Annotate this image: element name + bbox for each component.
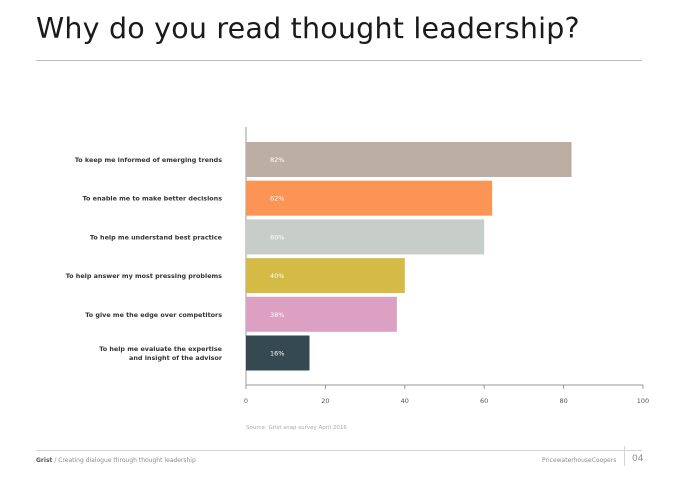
footer-tagline: / Creating dialogue through thought lead…	[54, 457, 196, 464]
footer-left: Grist / Creating dialogue through though…	[36, 457, 196, 464]
bar-value-label: 60%	[270, 233, 284, 241]
title-divider	[36, 60, 642, 61]
category-label: To give me the edge over competitors	[85, 311, 222, 319]
x-tick-label: 20	[321, 397, 329, 405]
chart-source: Source: Grist snap survey April 2016	[246, 425, 347, 431]
bar	[246, 219, 485, 255]
bar	[246, 142, 572, 177]
category-label: To keep me informed of emerging trends	[75, 156, 222, 164]
category-label: To help me evaluate the expertise	[99, 345, 222, 353]
x-tick-label: 60	[480, 397, 488, 405]
bar-value-label: 62%	[270, 195, 284, 203]
bar-value-label: 40%	[270, 272, 284, 280]
page-number-divider	[624, 446, 625, 466]
category-label: To help me understand best practice	[90, 233, 223, 241]
page-title: Why do you read thought leadership?	[36, 12, 580, 45]
bar	[246, 180, 493, 216]
x-tick-label: 40	[401, 397, 409, 405]
bar	[246, 258, 405, 294]
bar-value-label: 16%	[270, 350, 284, 358]
bar	[246, 296, 397, 332]
footer-brand: Grist	[36, 457, 53, 464]
x-tick-label: 100	[637, 397, 649, 405]
category-label: To help answer my most pressing problems	[66, 272, 223, 280]
bar	[246, 335, 310, 371]
category-label: To enable me to make better decisions	[83, 195, 223, 203]
category-label: and insight of the advisor	[129, 354, 223, 362]
x-tick-label: 0	[244, 397, 248, 405]
footer-company: PricewaterhouseCoopers	[542, 457, 617, 464]
bar-value-label: 38%	[270, 311, 284, 319]
footer-divider	[36, 450, 642, 451]
bar-value-label: 82%	[270, 156, 284, 164]
page-number: 04	[632, 454, 644, 464]
x-tick-label: 80	[559, 397, 567, 405]
